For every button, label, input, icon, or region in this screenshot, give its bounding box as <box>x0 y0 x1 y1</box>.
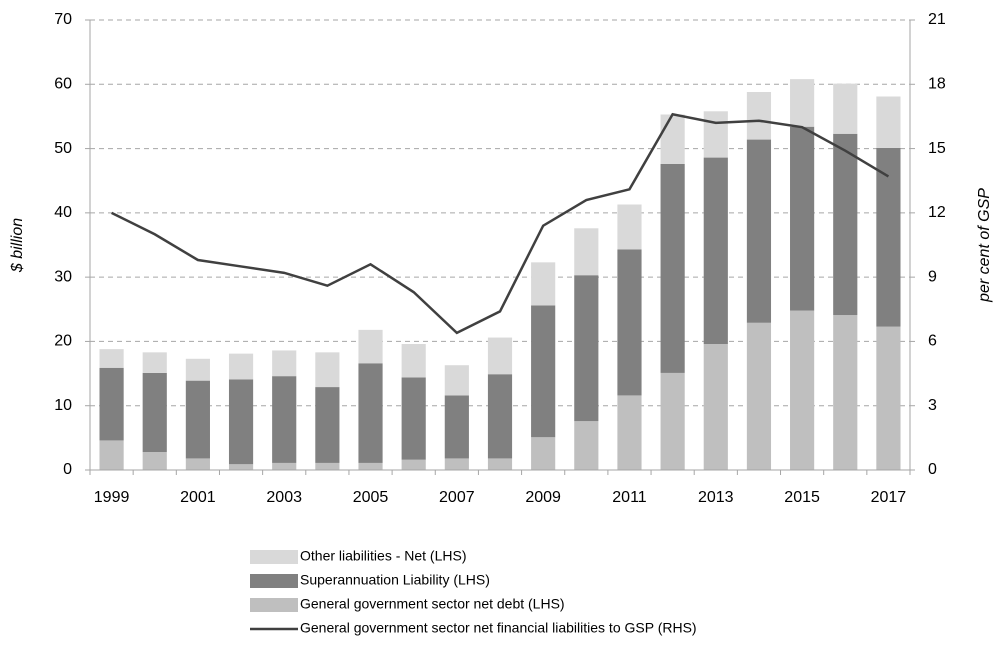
y-tick-label: 30 <box>54 268 72 285</box>
bar-segment <box>99 440 124 470</box>
bar-segment <box>272 462 297 470</box>
bar-segment <box>617 249 642 396</box>
bar-segment <box>790 310 815 470</box>
legend-label: General government sector net debt (LHS) <box>300 596 565 612</box>
bar-segment <box>444 365 469 396</box>
bar-segment <box>315 352 340 388</box>
x-tick-label: 1999 <box>94 489 130 506</box>
bar-segment <box>358 363 383 463</box>
y-tick-label: 40 <box>54 204 72 221</box>
bar-segment <box>531 262 556 306</box>
bar-segment <box>703 111 728 158</box>
bar-segment <box>833 133 858 316</box>
legend-label: Other liabilities - Net (LHS) <box>300 548 467 564</box>
y2-axis-label: per cent of GSP <box>976 188 993 303</box>
x-tick-label: 2011 <box>612 489 647 506</box>
y2-tick-label: 12 <box>928 204 946 221</box>
bar-segment <box>142 372 167 452</box>
y2-tick-label: 3 <box>928 397 937 414</box>
bar-segment <box>617 395 642 470</box>
bar-segment <box>401 459 426 470</box>
y-tick-label: 60 <box>54 76 72 93</box>
x-tick-label: 2013 <box>698 489 734 506</box>
x-tick-label: 2017 <box>871 489 907 506</box>
bar-segment <box>358 462 383 470</box>
y2-tick-label: 6 <box>928 333 937 350</box>
bar-segment <box>617 204 642 250</box>
legend-label: Superannuation Liability (LHS) <box>300 572 490 588</box>
legend-label: General government sector net financial … <box>300 620 697 636</box>
x-tick-label: 2015 <box>784 489 820 506</box>
bar-segment <box>99 367 124 441</box>
bar-segment <box>660 114 685 164</box>
bar-segment <box>531 437 556 470</box>
y2-tick-label: 15 <box>928 140 946 157</box>
y2-tick-label: 0 <box>928 461 937 478</box>
bar-segment <box>746 322 772 470</box>
bar-segment <box>142 452 167 470</box>
bar-segment <box>574 275 599 422</box>
bar-segment <box>315 387 340 463</box>
bar-segment <box>531 305 556 438</box>
y-tick-label: 50 <box>54 140 72 157</box>
bar-segment <box>228 379 254 465</box>
bar-segment <box>272 376 297 463</box>
bar-segment <box>746 92 772 140</box>
bar-segment <box>790 79 815 127</box>
y2-tick-label: 18 <box>928 76 946 93</box>
bar-segment <box>487 374 513 459</box>
x-tick-label: 2001 <box>180 489 216 506</box>
bar-segment <box>272 350 297 377</box>
x-tick-label: 2003 <box>266 489 302 506</box>
legend-swatch <box>250 598 298 612</box>
bar-segment <box>185 458 210 470</box>
bar-segment <box>833 83 858 134</box>
bar-segment <box>574 228 599 276</box>
y2-tick-label: 21 <box>928 11 946 28</box>
bar-segment <box>99 349 124 368</box>
bar-segment <box>444 458 469 470</box>
bar-segment <box>876 96 901 148</box>
bar-segment <box>703 157 728 344</box>
y-tick-label: 10 <box>54 397 72 414</box>
x-tick-label: 2007 <box>439 489 475 506</box>
bar-segment <box>790 126 815 311</box>
bar-segment <box>315 462 340 470</box>
x-tick-label: 2009 <box>525 489 561 506</box>
bar-segment <box>444 395 469 459</box>
bar-segment <box>228 464 254 470</box>
bar-segment <box>185 380 210 459</box>
bar-segment <box>142 352 167 373</box>
bar-segment <box>487 458 513 470</box>
legend-swatch <box>250 550 298 564</box>
bar-segment <box>660 372 685 470</box>
bar-segment <box>401 377 426 460</box>
bar-segment <box>876 326 901 470</box>
bar-segment <box>746 139 772 323</box>
y2-tick-label: 9 <box>928 268 937 285</box>
bar-segment <box>660 164 685 373</box>
line-series <box>111 112 890 335</box>
bar-segment <box>185 358 210 381</box>
bar-segment <box>401 344 426 378</box>
bar-segment <box>487 337 513 375</box>
legend-swatch <box>250 574 298 588</box>
y-axis-label: $ billion <box>9 218 26 273</box>
y-tick-label: 70 <box>54 11 72 28</box>
bar-segment <box>358 329 383 364</box>
bar-segment <box>833 315 858 470</box>
bar-segment <box>876 147 901 327</box>
y-tick-label: 0 <box>63 461 72 478</box>
x-tick-label: 2005 <box>353 489 389 506</box>
bar-segment <box>703 344 728 470</box>
bar-segment <box>574 421 599 470</box>
y-tick-label: 20 <box>54 333 72 350</box>
bar-segment <box>228 353 254 380</box>
